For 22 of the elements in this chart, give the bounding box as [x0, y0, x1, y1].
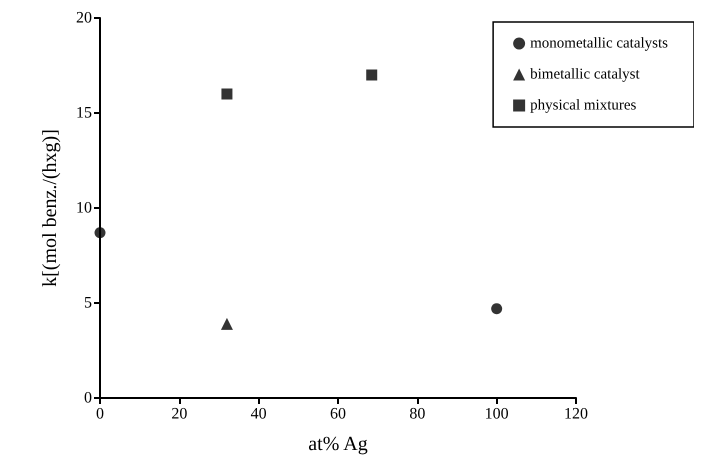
- point: [366, 70, 378, 80]
- x-tick-label: 80: [409, 406, 426, 422]
- point: [220, 318, 233, 330]
- y-tick-label: 15: [76, 104, 92, 122]
- x-tick-label: 40: [250, 406, 267, 422]
- point: [221, 88, 232, 100]
- y-axis-title: k[(mol benz./(hxg)]: [39, 129, 61, 287]
- x-tick-label: 20: [171, 406, 188, 422]
- x-tick-label: 0: [96, 406, 104, 422]
- y-tick-label: 5: [84, 294, 92, 312]
- legend-label: bimetallic catalyst: [530, 66, 640, 82]
- x-tick-label: 60: [330, 406, 346, 422]
- point: [94, 227, 106, 238]
- legend-label: monometallic catalysts: [530, 36, 668, 52]
- y-tick-label: 0: [84, 390, 92, 406]
- y-tick-label: 10: [76, 200, 92, 216]
- x-tick-label: 100: [484, 406, 509, 422]
- x-axis-title: at% Ag: [308, 433, 368, 455]
- point: [491, 303, 502, 314]
- legend-label: physical mixtures: [530, 98, 637, 114]
- y-tick-label: 20: [76, 10, 92, 26]
- x-tick-label: 120: [564, 406, 588, 422]
